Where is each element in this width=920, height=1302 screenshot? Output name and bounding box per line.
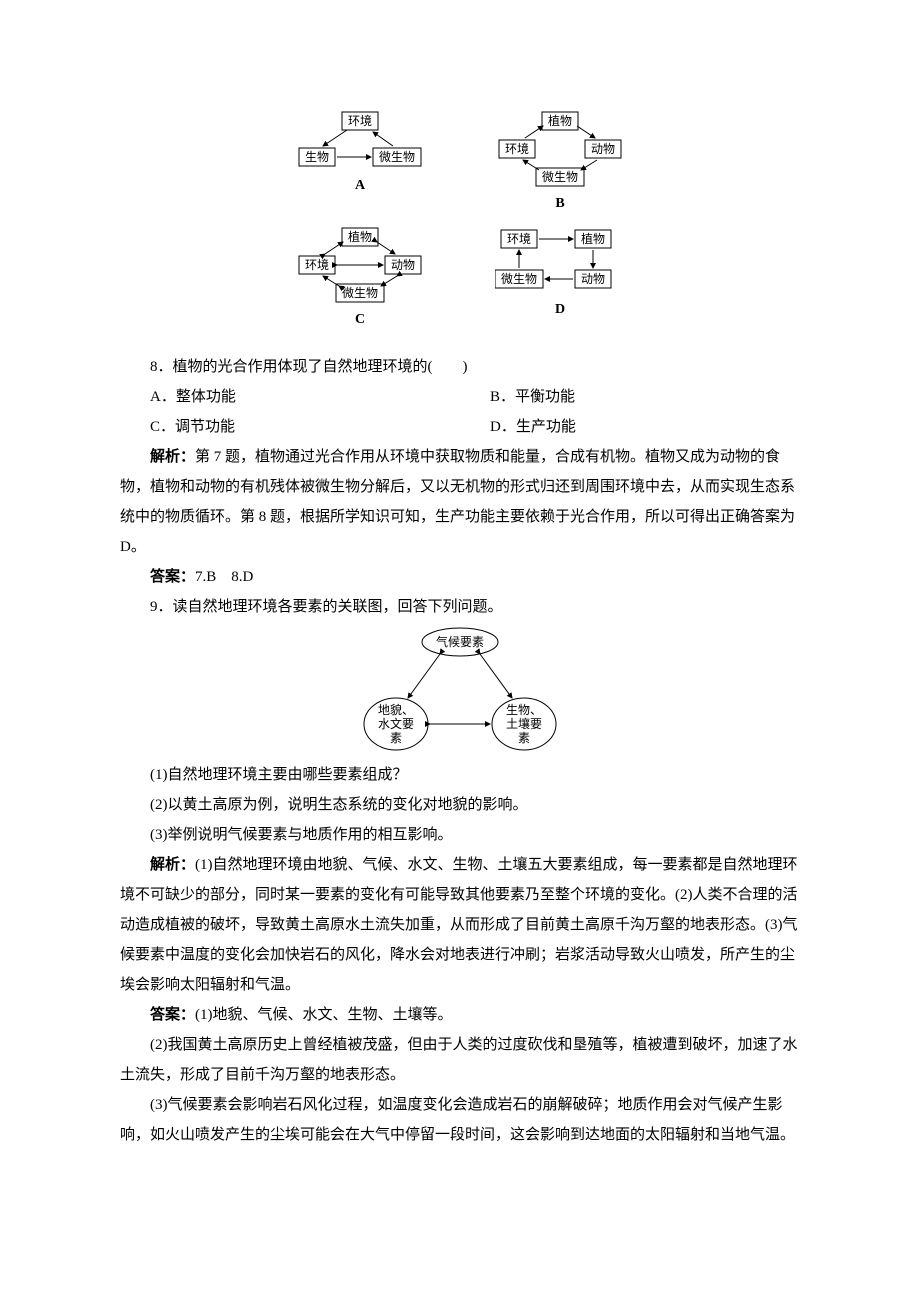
q9-triangle: 气候要素 地貌、 水文要 素 生物、 土壤要 素 (120, 624, 800, 754)
dD-br: 动物 (581, 272, 605, 286)
answer78-body: 7.B 8.D (195, 569, 253, 585)
dC-left: 环境 (305, 257, 329, 272)
q9-sub2: (2)以黄土高原为例，说明生态系统的变化对地貌的影响。 (120, 790, 800, 820)
q8-optC: C．调节功能 (120, 412, 460, 442)
q8-optB: B．平衡功能 (460, 382, 800, 412)
diagram-B: 植物 环境 动物 微生物 B (495, 110, 625, 218)
dC-right: 动物 (391, 258, 415, 272)
diagram-C-label: C (355, 306, 365, 334)
diagram-A: 环境 生物 微生物 A (295, 110, 425, 218)
dC-bottom: 微生物 (342, 286, 378, 300)
tri-right-l3: 素 (518, 731, 530, 745)
diagram-row-2: 植物 环境 动物 微生物 C (295, 226, 625, 334)
answer9-2: (2)我国黄土高原历史上曾经植被茂盛，但由于人类的过度砍伐和垦殖等，植被遭到破坏… (120, 1030, 800, 1090)
dC-top: 植物 (348, 229, 372, 244)
q9-triangle-svg: 气候要素 地貌、 水文要 素 生物、 土壤要 素 (350, 624, 570, 754)
tri-right-l1: 生物、 (506, 703, 542, 717)
diagram-A-label: A (355, 172, 365, 200)
answer9-3: (3)气候要素会影响岩石风化过程，如温度变化会造成岩石的崩解破碎；地质作用会对气… (120, 1090, 800, 1150)
explain9: 解析：(1)自然地理环境由地貌、气候、水文、生物、土壤五大要素组成，每一要素都是… (120, 850, 800, 1000)
answer78: 答案：7.B 8.D (120, 562, 800, 592)
dA-top: 环境 (348, 113, 372, 128)
tri-left-l3: 素 (390, 731, 402, 745)
diagrams-block: 环境 生物 微生物 A 植物 环境 (120, 110, 800, 342)
q8-optD: D．生产功能 (460, 412, 800, 442)
diagram-D: 环境 植物 微生物 动物 D (495, 226, 625, 334)
q9-sub3: (3)举例说明气候要素与地质作用的相互影响。 (120, 820, 800, 850)
diagram-row-1: 环境 生物 微生物 A 植物 环境 (295, 110, 625, 218)
dA-right: 微生物 (379, 150, 415, 164)
diagram-A-svg: 环境 生物 微生物 (295, 110, 425, 170)
answer9-label: 答案： (150, 1006, 195, 1023)
diagram-C: 植物 环境 动物 微生物 C (295, 226, 425, 334)
answer9-1-body: (1)地貌、气候、水文、生物、土壤等。 (195, 1007, 453, 1023)
dD-tl: 环境 (507, 231, 531, 246)
diagram-D-svg: 环境 植物 微生物 动物 (495, 226, 625, 294)
dA-left: 生物 (305, 150, 329, 164)
explain78-label: 解析： (150, 448, 195, 465)
q8-stem: 8．植物的光合作用体现了自然地理环境的( ) (120, 352, 800, 382)
q8-optA: A．整体功能 (120, 382, 460, 412)
q9-stem: 9．读自然地理环境各要素的关联图，回答下列问题。 (120, 592, 800, 622)
tri-left-l2: 水文要 (378, 716, 414, 731)
dD-tr: 植物 (581, 231, 605, 246)
tri-right-l2: 土壤要 (506, 716, 542, 731)
explain78: 解析：第 7 题，植物通过光合作用从环境中获取物质和能量，合成有机物。植物又成为… (120, 442, 800, 562)
answer9-1: 答案：(1)地貌、气候、水文、生物、土壤等。 (120, 1000, 800, 1030)
diagram-D-label: D (555, 296, 565, 324)
diagram-B-label: B (555, 190, 564, 218)
tri-top: 气候要素 (436, 634, 484, 649)
q8-opts-row1: A．整体功能 B．平衡功能 (120, 382, 800, 412)
dB-bottom: 微生物 (542, 170, 578, 184)
explain9-label: 解析： (150, 856, 195, 873)
explain9-body: (1)自然地理环境由地貌、气候、水文、生物、土壤五大要素组成，每一要素都是自然地… (120, 857, 798, 993)
q8-opts-row2: C．调节功能 D．生产功能 (120, 412, 800, 442)
tri-left-l1: 地貌、 (378, 702, 414, 717)
diagram-B-svg: 植物 环境 动物 微生物 (495, 110, 625, 188)
dB-right: 动物 (591, 142, 615, 156)
dB-top: 植物 (548, 113, 572, 128)
q9-sub1: (1)自然地理环境主要由哪些要素组成？ (120, 760, 800, 790)
diagram-C-svg: 植物 环境 动物 微生物 (295, 226, 425, 304)
answer78-label: 答案： (150, 568, 195, 585)
dD-bl: 微生物 (501, 272, 537, 286)
page: 环境 生物 微生物 A 植物 环境 (0, 0, 920, 1302)
explain78-body: 第 7 题，植物通过光合作用从环境中获取物质和能量，合成有机物。植物又成为动物的… (120, 449, 795, 555)
dB-left: 环境 (505, 141, 529, 156)
